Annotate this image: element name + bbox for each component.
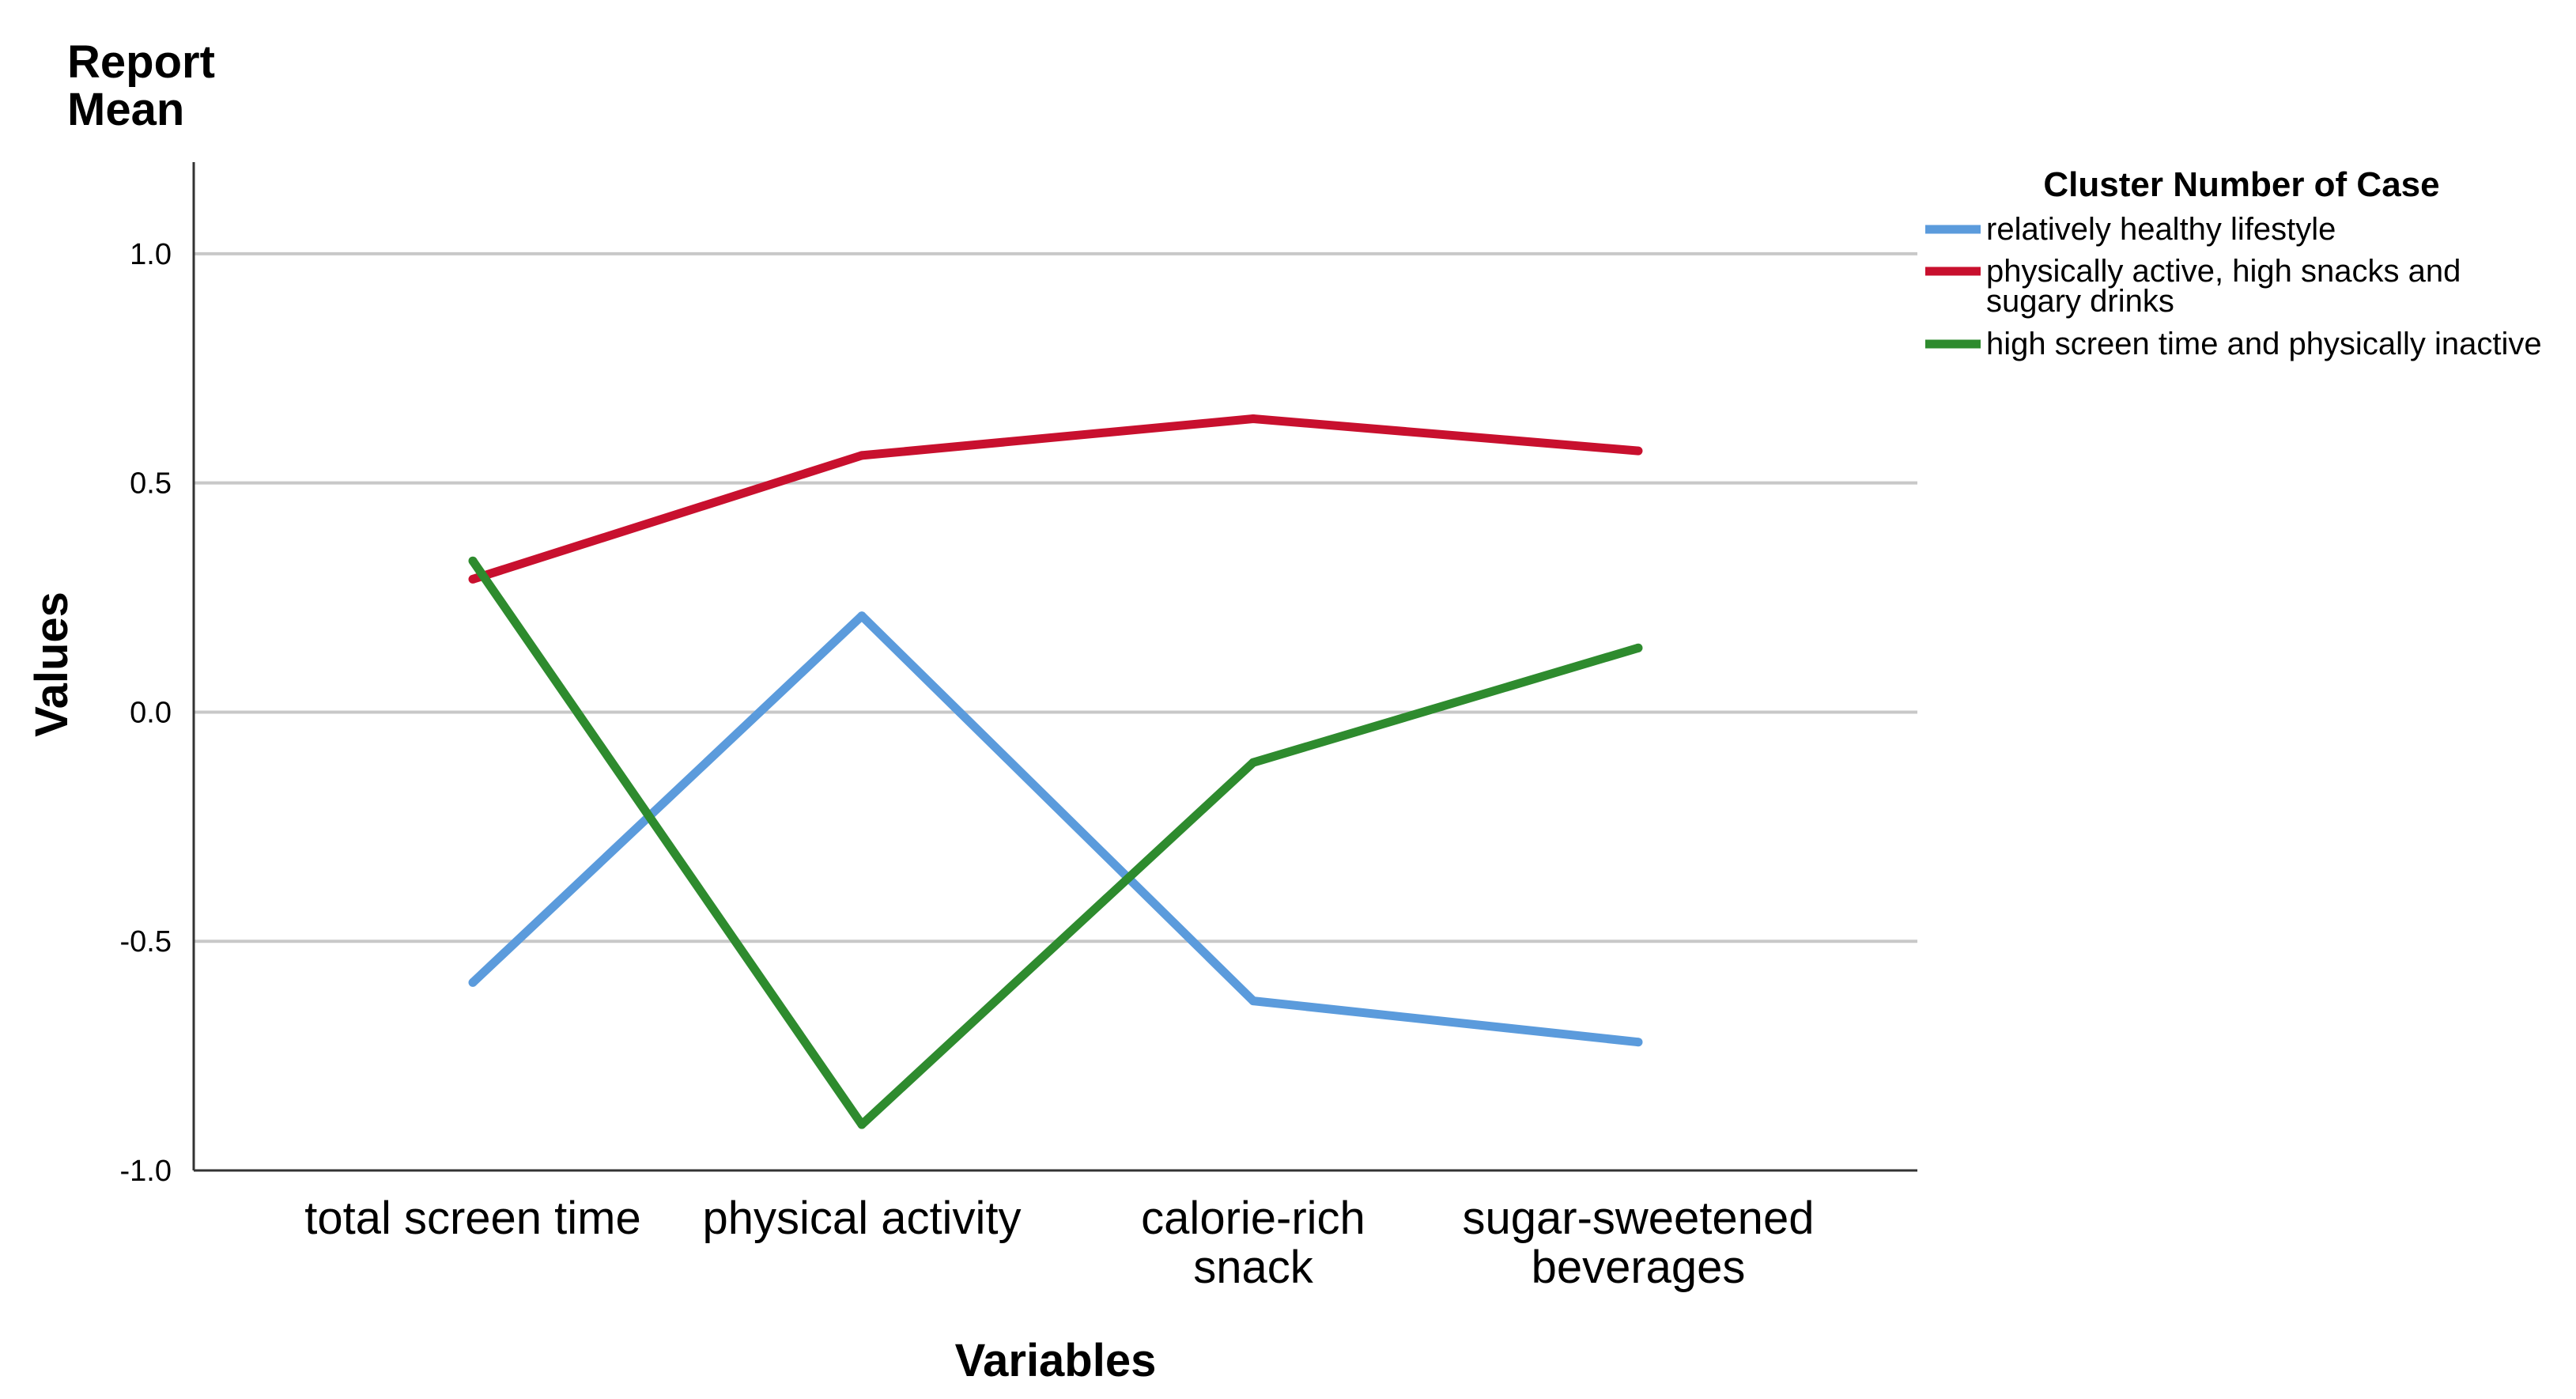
data-point bbox=[857, 1120, 867, 1129]
data-point bbox=[1634, 446, 1643, 456]
x-tick-label: snack bbox=[1193, 1242, 1314, 1293]
gridlines bbox=[194, 251, 1917, 943]
x-tick-label: physical activity bbox=[703, 1193, 1022, 1244]
legend-label: relatively healthy lifestyle bbox=[1986, 212, 2336, 247]
y-tick-label: -1.0 bbox=[120, 1155, 172, 1188]
legend-title: Cluster Number of Case bbox=[2043, 165, 2439, 204]
legend-label: high screen time and physically inactive bbox=[1986, 327, 2542, 361]
x-axis-title: Variables bbox=[955, 1335, 1157, 1386]
series-line-2 bbox=[471, 414, 1639, 584]
y-tick-label: 0.0 bbox=[130, 696, 172, 729]
data-point bbox=[857, 611, 867, 621]
legend-label: physically active, high snacks and bbox=[1986, 254, 2461, 289]
chart-text: -1.0 -0.5 0.0 0.5 1.0 total screen time physic… bbox=[26, 36, 1814, 1386]
series-line-3 bbox=[469, 558, 1640, 1129]
data-point bbox=[857, 451, 867, 460]
chart-title: Report bbox=[67, 36, 215, 88]
data-point bbox=[1634, 643, 1643, 652]
y-tick-label: 0.5 bbox=[130, 467, 172, 501]
x-tick-label: sugar-sweetened bbox=[1463, 1193, 1815, 1244]
series-line-1 bbox=[470, 611, 1639, 1047]
x-tick-label: calorie-rich bbox=[1141, 1193, 1365, 1244]
y-tick-label: 1.0 bbox=[130, 238, 172, 271]
y-axis-title: Values bbox=[26, 592, 77, 737]
data-point bbox=[1248, 996, 1258, 1006]
data-point bbox=[468, 556, 478, 565]
chart-title: Mean bbox=[67, 84, 184, 135]
x-tick-label: total screen time bbox=[304, 1193, 641, 1244]
data-point bbox=[1248, 758, 1258, 767]
data-point bbox=[468, 977, 478, 987]
x-tick-label: beverages bbox=[1532, 1242, 1746, 1293]
legend: Cluster Number of Case relatively healthy… bbox=[1925, 165, 2542, 361]
data-point bbox=[468, 574, 478, 584]
data-point bbox=[1634, 1038, 1643, 1047]
data-point bbox=[1248, 414, 1258, 423]
y-tick-label: -0.5 bbox=[120, 925, 172, 959]
series-lines bbox=[468, 414, 1643, 1129]
legend-label: sugary drinks bbox=[1986, 284, 2174, 319]
axes bbox=[192, 162, 1917, 1172]
